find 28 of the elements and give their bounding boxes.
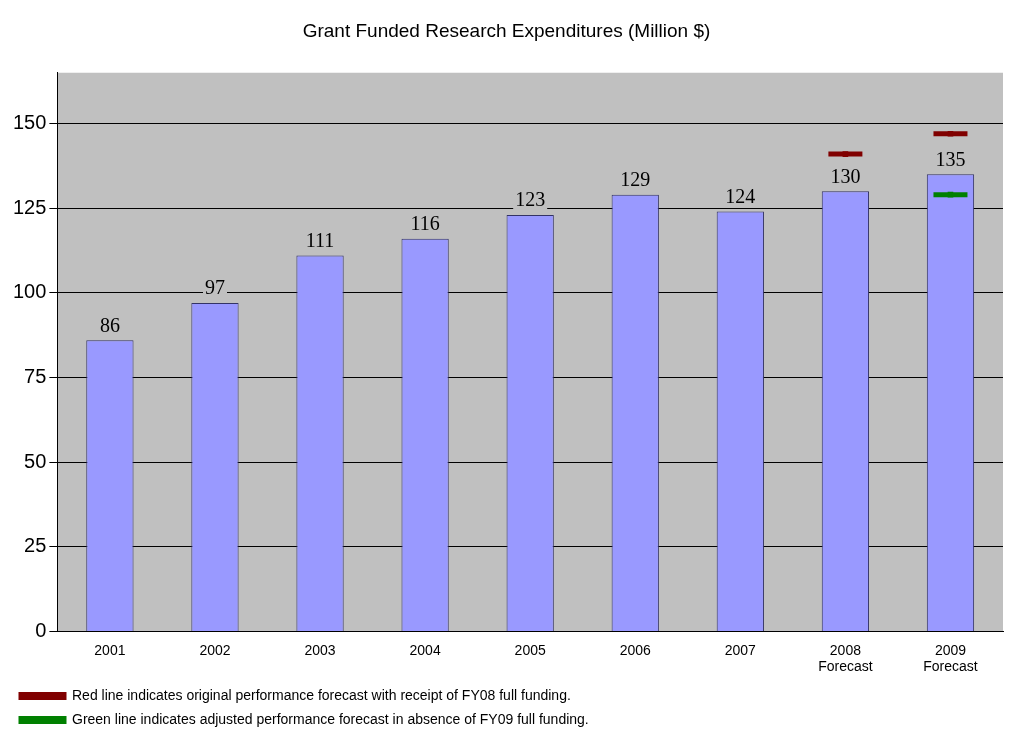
x-tick-label: 2006 [619,641,652,658]
legend-label: Green line indicates adjusted performance forecast in absence of FY09 full funding. [72,710,589,727]
x-tick-label: 2005 [514,641,546,658]
y-tick-label: 150 [12,111,47,134]
x-tick-label: 2008 Forecast [818,641,873,675]
x-tick-label: 2003 [304,641,336,658]
chart-title: Grant Funded Research Expenditures (Million $) [302,19,711,41]
x-tick-label: 2009 Forecast [923,641,978,675]
y-tick-label: 25 [24,534,47,557]
data-label: 135 [935,147,966,170]
y-tick-label: 100 [12,280,47,303]
x-tick-label: 2007 [724,641,757,658]
data-label: 123 [515,188,546,211]
data-label: 97 [204,276,225,299]
x-tick-label: 2004 [409,641,441,658]
data-label: 116 [410,211,440,234]
data-label: 129 [620,167,651,190]
x-tick-label: 2002 [199,641,231,658]
y-tick-label: 125 [12,195,47,218]
data-label: 130 [830,164,861,187]
y-tick-label: 0 [35,618,47,641]
data-label: 86 [99,313,120,336]
x-tick-label: 2001 [94,641,126,658]
y-tick-label: 75 [24,365,47,388]
legend-label: Red line indicates original performance forecast with receipt of FY08 full funding. [72,686,571,703]
data-label: 111 [305,228,335,251]
y-tick-label: 50 [24,449,47,472]
data-label: 124 [725,184,756,207]
